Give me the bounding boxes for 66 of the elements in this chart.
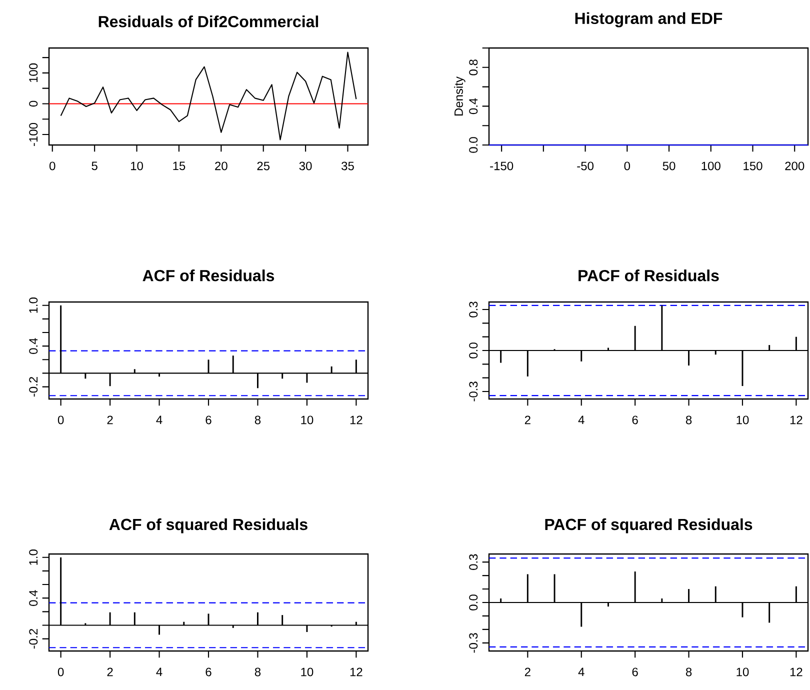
x-tick-label: 4: [156, 416, 162, 424]
y-tick-label: 0.0: [469, 594, 478, 610]
x-tick-label: 15: [173, 162, 186, 170]
x-tick-label: 10: [736, 416, 749, 424]
x-tick-label: 2: [107, 416, 113, 424]
y-tick-label: 0.4: [469, 98, 478, 114]
x-tick-label: 6: [206, 416, 212, 424]
x-tick-label: 12: [350, 668, 362, 676]
x-tick-label: 2: [107, 668, 113, 676]
x-tick-label: 4: [578, 416, 584, 424]
x-tick-label: 25: [257, 162, 270, 170]
x-tick-label: 0: [50, 162, 56, 170]
x-tick-label: 6: [206, 668, 212, 676]
y-tick-label: -0.2: [29, 629, 38, 649]
y-tick-label: 0.4: [29, 338, 38, 354]
y-tick-label: 100: [29, 63, 38, 82]
y-axis-title: Density: [454, 76, 466, 116]
y-tick-label: 1.0: [29, 298, 38, 313]
x-tick-label: 150: [744, 162, 762, 170]
x-tick-label: 8: [686, 416, 692, 424]
x-tick-label: 0: [58, 668, 64, 676]
chart-title: Residuals of Dif2Commercial: [98, 16, 318, 28]
x-tick-label: 12: [350, 416, 362, 424]
y-tick-label: -100: [29, 122, 38, 146]
x-tick-label: 6: [632, 416, 638, 424]
x-tick-label: 10: [301, 416, 314, 424]
chart-title: ACF of squared Residuals: [109, 518, 308, 534]
x-tick-label: 5: [92, 162, 98, 170]
x-tick-label: 8: [254, 416, 261, 424]
y-tick-label: -0.3: [469, 633, 478, 653]
chart-title: Histogram and EDF: [575, 12, 722, 28]
x-tick-label: 0: [58, 416, 64, 424]
x-tick-label: 10: [131, 162, 143, 170]
x-tick-label: -150: [490, 162, 514, 170]
x-tick-label: 35: [342, 162, 354, 170]
x-tick-label: 4: [156, 668, 162, 676]
x-tick-label: -50: [577, 162, 594, 170]
x-tick-label: 12: [790, 668, 802, 676]
x-tick-label: 0: [624, 162, 630, 170]
y-tick-label: -0.2: [29, 377, 38, 397]
y-tick-label: 0.3: [469, 554, 478, 570]
x-tick-label: 4: [578, 668, 584, 676]
x-tick-label: 2: [524, 416, 530, 424]
x-tick-label: 100: [702, 162, 720, 170]
y-tick-label: 0.0: [469, 342, 478, 358]
x-tick-label: 2: [524, 668, 530, 676]
y-tick-label: 0.0: [469, 137, 478, 153]
y-tick-label: 0: [29, 100, 38, 107]
x-tick-label: 8: [686, 668, 692, 676]
y-tick-label: 0.3: [469, 302, 478, 318]
chart-title: PACF of Residuals: [578, 270, 719, 282]
y-tick-label: 0.8: [469, 60, 478, 76]
y-tick-label: 1.0: [29, 550, 38, 565]
x-tick-label: 10: [736, 668, 749, 676]
chart-title: PACF of squared Residuals: [545, 518, 752, 534]
x-tick-label: 10: [301, 668, 314, 676]
x-tick-label: 6: [632, 668, 638, 676]
chart-title: ACF of Residuals: [142, 270, 274, 282]
y-tick-label: -0.3: [469, 382, 478, 402]
x-tick-label: 30: [299, 162, 312, 170]
x-tick-label: 200: [785, 162, 804, 170]
x-tick-label: 8: [254, 668, 261, 676]
x-tick-label: 12: [790, 416, 802, 424]
x-tick-label: 50: [662, 162, 676, 170]
x-tick-label: 20: [215, 162, 228, 170]
y-tick-label: 0.4: [29, 590, 38, 606]
